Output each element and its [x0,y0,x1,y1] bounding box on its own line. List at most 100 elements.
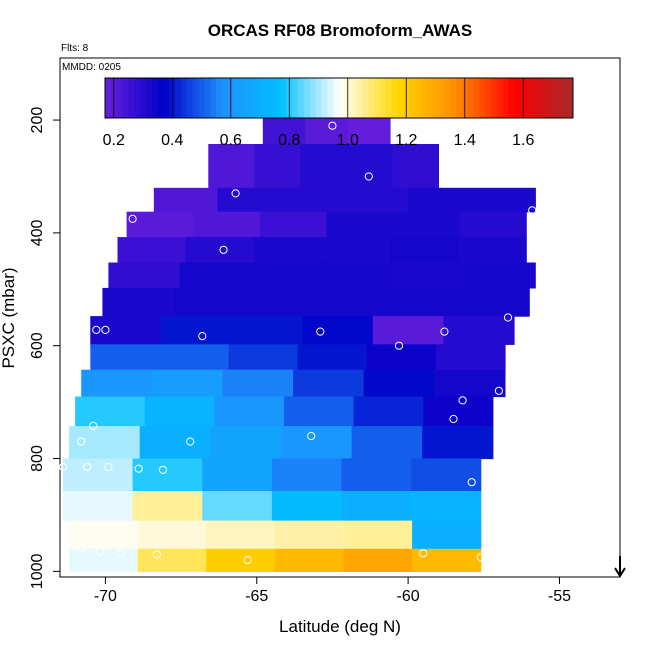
colorbar-segment [303,78,311,118]
heatmap-cell [423,396,494,427]
heatmap-cell [132,458,203,492]
sample-point [476,553,485,562]
heatmap-cell [284,396,355,427]
heatmap-cell [346,144,393,166]
sample-point [134,464,143,473]
heatmap-cell [458,287,530,317]
heatmap-cell [341,491,412,522]
colorbar-segment [245,78,252,118]
colorbar-segment [239,78,246,118]
heatmap-cell [137,520,207,550]
sample-point [316,327,325,336]
sample-point [307,431,316,441]
heatmap-cell [408,187,473,213]
heatmap-cell [159,344,230,371]
x-tick-label: -60 [397,588,420,605]
heatmap-cell [302,316,374,345]
colorbar-tick-label: 0.4 [161,132,183,149]
colorbar-segment [181,78,188,118]
heatmap-cell [63,491,134,522]
heatmap-cell [411,491,482,522]
colorbar-segment [537,78,545,118]
heatmap-cell [434,369,506,398]
heatmap-cell [343,548,413,572]
colorbar-segment [473,78,480,118]
heatmap-cell [393,211,461,238]
sample-point [231,189,240,198]
heatmap-cell [217,187,282,213]
heatmap-layer [63,91,536,572]
plot-frame [59,57,621,578]
y-axis-label: PSXC (mbar) [0,267,18,368]
heatmap-cell [353,396,424,427]
colorbar-segment [561,78,568,118]
sample-point [440,327,449,336]
colorbar-segment [280,78,287,118]
heatmap-cell [75,396,146,427]
colorbar-segment [356,78,363,118]
y-tick-label: 1000 [29,554,46,590]
heatmap-cell [386,287,459,317]
colorbar-segment [543,78,551,118]
colorbar-tick-label: 0.8 [278,132,300,149]
heatmap-cell [471,187,536,213]
sample-point [89,421,98,430]
sample-point [101,325,110,334]
sample-markers [58,121,537,565]
heatmap-cell [372,316,444,345]
sample-point [77,437,86,446]
colorbar-segment [374,78,381,118]
heatmap-cell [412,548,482,572]
heatmap-cell [271,458,343,492]
colorbar-segment [426,78,434,118]
colorbar-segment [485,78,492,118]
sample-point [198,332,207,341]
colorbar-segment [532,78,539,118]
colorbar-segment [175,78,182,118]
sample-point [458,396,467,405]
heatmap-cell [411,458,482,492]
heatmap-cell [281,187,346,213]
heatmap-cell [274,548,345,572]
colorbar-segment [456,78,463,118]
colorbar-segment [210,78,217,118]
colorbar-segment [339,78,346,118]
colorbar-segment [491,78,498,118]
sample-point [104,462,113,472]
heatmap-cell [90,344,160,371]
sample-point [243,556,252,565]
chart-title: ORCAS RF08 Bromoform_AWAS [208,21,472,40]
heatmap-cell [206,548,276,572]
sample-point [328,121,337,130]
colorbar-segment [204,78,211,118]
colorbar-segment [116,78,124,118]
heatmap-cell [90,316,162,345]
heatmap-cell [346,165,393,189]
heatmap-cell [173,287,246,317]
heatmap-cell [160,316,233,345]
colorbar-tick-label: 0.6 [220,132,242,149]
sample-point [467,478,476,487]
heatmap-cell [422,426,494,460]
colorbar-frame [104,77,574,119]
colorbar-segment [321,78,328,118]
x-tick-label: -70 [94,588,117,605]
colorbar-segment [362,78,369,118]
flights-note: Flts: 8 [61,43,89,54]
colorbar-tick-label: 1.0 [337,132,359,149]
colorbar-segment [409,78,416,118]
colorbar-segment [333,78,340,118]
heatmap-cell [126,211,194,238]
arrow-head [614,567,626,578]
colorbar-segment [298,78,305,118]
heatmap-cell [202,491,273,522]
colorbar-segment [309,78,317,118]
colorbar-segment [379,78,387,118]
heatmap-cell [459,211,527,238]
x-axis-label: Latitude (deg N) [279,617,401,636]
heatmap-cell [347,127,391,145]
colorbar-segment [368,78,375,118]
heatmap-cell [443,316,515,345]
sample-point [364,172,373,181]
sample-point [219,245,228,254]
